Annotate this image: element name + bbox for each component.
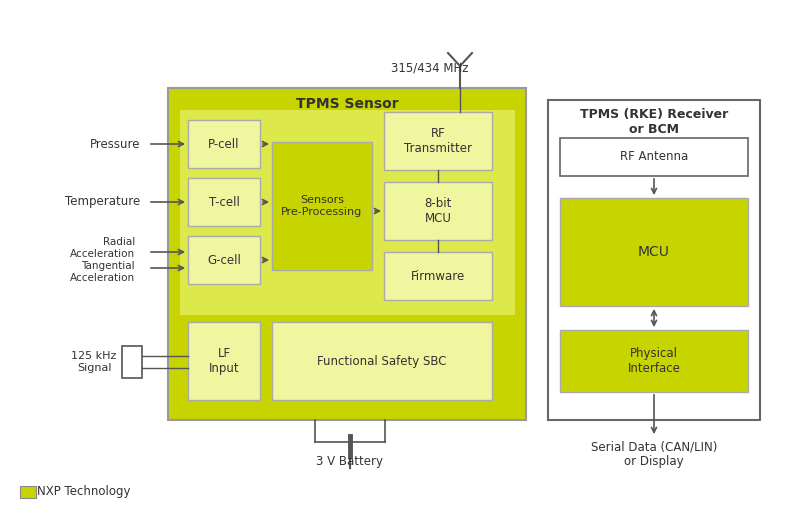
Bar: [384, 112, 492, 170]
Text: Physical
Interface: Physical Interface: [627, 347, 681, 375]
Text: Radial
Acceleration: Radial Acceleration: [70, 237, 135, 259]
Text: Pressure: Pressure: [90, 137, 140, 151]
Text: Functional Safety SBC: Functional Safety SBC: [318, 354, 446, 367]
Bar: [384, 182, 492, 240]
Text: Serial Data (CAN/LIN)
or Display: Serial Data (CAN/LIN) or Display: [591, 440, 717, 468]
Text: RF Antenna: RF Antenna: [620, 151, 688, 164]
Text: 3 V Battery: 3 V Battery: [317, 456, 383, 469]
Text: TPMS Sensor: TPMS Sensor: [296, 97, 398, 111]
Bar: [384, 252, 492, 300]
Text: Firmware: Firmware: [411, 269, 465, 282]
Bar: [168, 88, 526, 420]
Bar: [188, 322, 260, 400]
Text: 315/434 MHz: 315/434 MHz: [391, 61, 469, 74]
Text: Tangential
Acceleration: Tangential Acceleration: [70, 261, 135, 283]
Text: MCU: MCU: [638, 245, 670, 259]
Bar: [560, 330, 748, 392]
Text: LF
Input: LF Input: [209, 347, 239, 375]
Bar: [122, 346, 142, 378]
Text: G-cell: G-cell: [207, 253, 241, 266]
Text: Temperature: Temperature: [65, 196, 140, 208]
Text: RF
Transmitter: RF Transmitter: [404, 127, 472, 155]
Bar: [188, 178, 260, 226]
Text: P-cell: P-cell: [208, 137, 240, 151]
Bar: [548, 100, 760, 420]
Text: 125 kHz
Signal: 125 kHz Signal: [71, 351, 117, 373]
Bar: [188, 120, 260, 168]
Text: 8-bit
MCU: 8-bit MCU: [424, 197, 452, 225]
Bar: [188, 236, 260, 284]
Text: Sensors
Pre-Processing: Sensors Pre-Processing: [282, 195, 362, 217]
Bar: [180, 110, 515, 315]
Bar: [272, 322, 492, 400]
Text: T-cell: T-cell: [209, 196, 239, 208]
Text: NXP Technology: NXP Technology: [38, 486, 130, 498]
Bar: [560, 198, 748, 306]
Bar: [272, 142, 372, 270]
Text: TPMS (RKE) Receiver
or BCM: TPMS (RKE) Receiver or BCM: [580, 108, 728, 136]
Bar: [560, 138, 748, 176]
Bar: [20, 486, 36, 498]
